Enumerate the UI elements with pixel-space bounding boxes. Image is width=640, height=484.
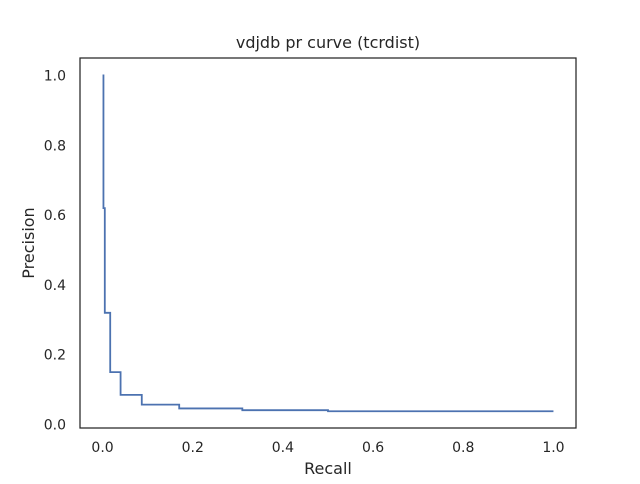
y-tick-label: 0.2 bbox=[44, 348, 66, 364]
x-axis-label: Recall bbox=[304, 459, 352, 478]
y-tick-label: 0.8 bbox=[44, 138, 66, 154]
x-axis-ticks: 0.0 0.2 0.4 0.6 0.8 1.0 bbox=[91, 440, 564, 456]
pr-curve-line bbox=[102, 74, 554, 413]
x-tick-label: 0.6 bbox=[362, 440, 384, 456]
y-tick-label: 0.0 bbox=[44, 418, 66, 434]
y-axis-label: Precision bbox=[19, 207, 38, 278]
x-tick-label: 0.0 bbox=[91, 440, 113, 456]
plot-frame bbox=[79, 57, 577, 429]
x-tick-label: 0.2 bbox=[182, 440, 204, 456]
x-tick-label: 0.8 bbox=[452, 440, 474, 456]
x-tick-label: 1.0 bbox=[542, 440, 564, 456]
plot-area bbox=[80, 58, 576, 428]
chart-title: vdjdb pr curve (tcrdist) bbox=[236, 33, 420, 52]
x-tick-label: 0.4 bbox=[272, 440, 294, 456]
y-axis-ticks: 0.0 0.2 0.4 0.6 0.8 1.0 bbox=[44, 68, 66, 433]
y-tick-label: 1.0 bbox=[44, 68, 66, 84]
y-tick-label: 0.4 bbox=[44, 278, 66, 294]
series-layer bbox=[102, 74, 554, 413]
y-tick-label: 0.6 bbox=[44, 208, 66, 224]
